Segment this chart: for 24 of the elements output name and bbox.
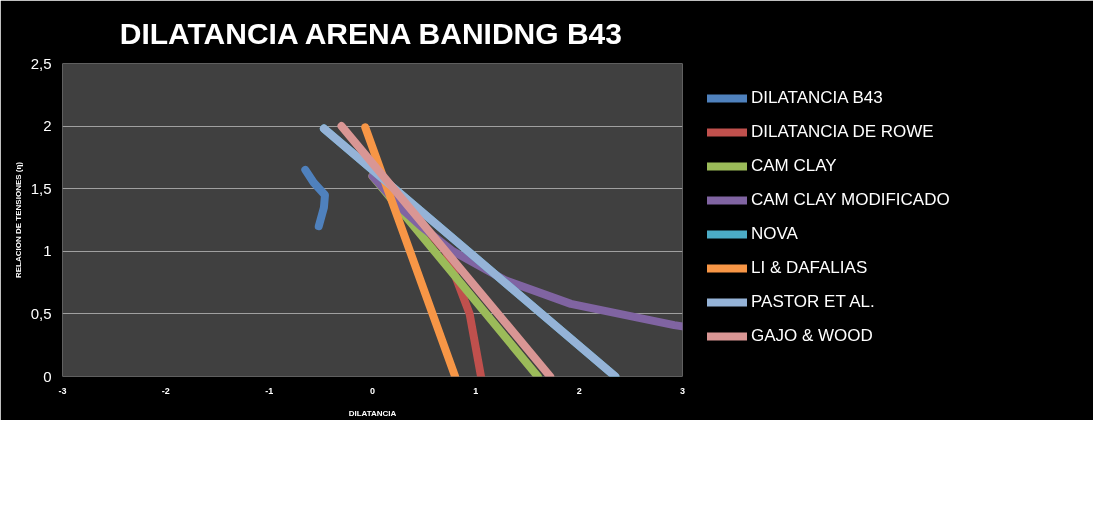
y-tick-label: 2,5 [30, 54, 52, 72]
legend-label: LI & DAFALIAS [751, 258, 868, 278]
x-tick-label: -1 [265, 385, 274, 396]
legend-label: DILATANCIA B43 [751, 88, 883, 108]
x-tick-label: -2 [161, 385, 170, 396]
x-tick-label: -3 [58, 385, 67, 396]
x-tick-label: 3 [680, 385, 686, 396]
legend-label: DILATANCIA DE ROWE [751, 122, 934, 142]
y-tick-label: 2 [43, 117, 52, 135]
x-tick-label: 0 [370, 385, 376, 396]
y-axis-title: RELACION DE TENSIONES (η) [13, 161, 23, 278]
x-tick-label: 1 [473, 385, 479, 396]
y-tick-label: 0,5 [30, 304, 52, 322]
y-tick-label: 1,5 [30, 179, 52, 197]
x-axis-title: DILATANCIA [348, 408, 397, 418]
legend-label: NOVA [751, 224, 798, 244]
x-tick-label: 2 [576, 385, 582, 396]
chart-title: DILATANCIA ARENA BANIDNG B43 [119, 16, 622, 50]
y-tick-label: 1 [43, 242, 52, 260]
legend-label: PASTOR ET AL. [751, 292, 875, 312]
y-tick-label: 0 [43, 367, 52, 385]
legend-label: GAJO & WOOD [751, 326, 873, 346]
legend-label: CAM CLAY [751, 156, 837, 176]
legend-label: CAM CLAY MODIFICADO [751, 190, 950, 210]
